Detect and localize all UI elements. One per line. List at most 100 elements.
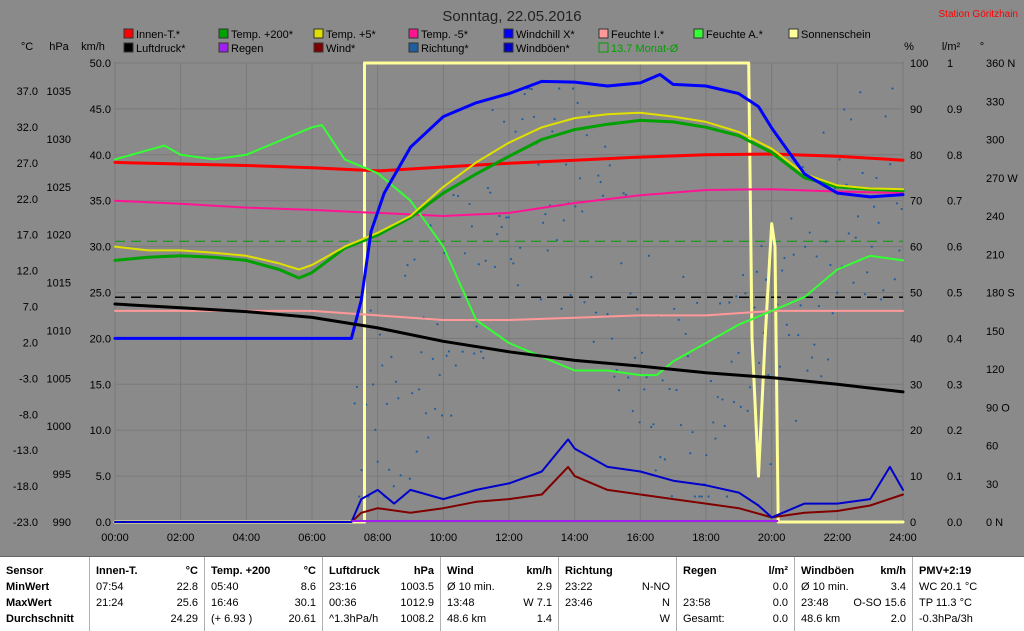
tick-lm2-5: 0.5 bbox=[947, 288, 962, 300]
direction-point bbox=[856, 215, 860, 218]
direction-point bbox=[509, 258, 513, 261]
direction-point bbox=[438, 373, 441, 377]
direction-point bbox=[450, 414, 453, 417]
stats-windboeen-column: Windböen km/h Ø 10 min. 3.4 23:48 O-SO 15.6… bbox=[795, 557, 913, 631]
tick-hpa-3: 1020 bbox=[47, 230, 71, 242]
direction-point bbox=[468, 202, 471, 206]
direction-point bbox=[608, 164, 611, 167]
direction-point bbox=[737, 351, 740, 354]
x-tick-10: 20:00 bbox=[758, 532, 786, 544]
direction-point bbox=[397, 397, 400, 400]
direction-point bbox=[799, 304, 802, 307]
direction-point bbox=[645, 376, 648, 379]
tick-lm2-7: 0.3 bbox=[947, 379, 962, 391]
stats-wind-unit: km/h bbox=[526, 565, 552, 577]
tick-pct-2: 80 bbox=[910, 150, 922, 162]
direction-point bbox=[790, 217, 793, 220]
direction-point bbox=[707, 495, 710, 498]
direction-point bbox=[633, 356, 637, 359]
legend-swatch-windboeen bbox=[503, 42, 514, 53]
direction-point bbox=[404, 274, 407, 277]
direction-point bbox=[810, 356, 814, 359]
direction-point bbox=[516, 284, 519, 287]
tick-deg-7: 150 bbox=[986, 326, 1004, 338]
direction-point bbox=[852, 281, 855, 284]
stats-regen-min-value: 0.0 bbox=[772, 581, 788, 593]
direction-point bbox=[732, 400, 736, 404]
direction-point bbox=[820, 375, 823, 378]
direction-point bbox=[475, 325, 478, 328]
tick-pct-0: 100 bbox=[910, 58, 928, 70]
direction-point bbox=[415, 450, 418, 453]
tick-hpa-6: 1005 bbox=[47, 373, 71, 385]
direction-point bbox=[677, 318, 680, 321]
tick-kmh-9: 5.0 bbox=[96, 471, 111, 483]
legend-swatch-luftdruck bbox=[123, 42, 134, 53]
tick-temp-11: -18.0 bbox=[13, 481, 38, 493]
tick-deg-0: 360 N bbox=[986, 58, 1015, 70]
direction-point bbox=[813, 343, 816, 346]
direction-point bbox=[381, 364, 384, 367]
legend-label-monat: 13.7 Monat-Ø bbox=[611, 43, 679, 55]
tick-pct-3: 70 bbox=[910, 196, 922, 208]
direction-point bbox=[875, 176, 878, 180]
stats-richtung-min-value: N-NO bbox=[641, 581, 670, 593]
direction-point bbox=[898, 249, 901, 252]
tick-kmh-1: 45.0 bbox=[90, 104, 111, 116]
stats-sensor-column: Sensor MinWert MaxWert Durchschnitt bbox=[0, 557, 90, 631]
stats-wind-max-value: W 7.1 bbox=[523, 597, 552, 609]
tick-pct-8: 20 bbox=[910, 425, 922, 437]
tick-hpa-0: 1035 bbox=[47, 86, 71, 98]
tick-lm2-1: 0.9 bbox=[947, 104, 962, 116]
tick-deg-4: 240 bbox=[986, 211, 1004, 223]
legend-label-windboeen: Windböen* bbox=[516, 43, 571, 55]
direction-point bbox=[670, 495, 673, 498]
direction-point bbox=[804, 245, 807, 248]
direction-point bbox=[689, 452, 692, 455]
stats-temp200-title: Temp. +200 bbox=[211, 565, 271, 577]
stats-windboeen-min-time: Ø 10 min. bbox=[801, 581, 849, 593]
chart-svg: Sonntag, 22.05.2016 Station Göritzhain Inn… bbox=[13, 8, 1018, 544]
stats-wind-min-time: Ø 10 min. bbox=[447, 581, 495, 593]
x-tick-0: 00:00 bbox=[101, 532, 129, 544]
series-line-sonne bbox=[113, 61, 905, 524]
direction-point bbox=[863, 293, 867, 296]
stats-wind-column: Wind km/h Ø 10 min. 2.9 13:48 W 7.1 48.6 km… bbox=[441, 557, 559, 631]
tick-deg-10: 60 bbox=[986, 441, 998, 453]
direction-point bbox=[627, 376, 630, 379]
direction-point bbox=[891, 87, 894, 90]
direction-point bbox=[479, 350, 483, 353]
tick-hpa-9: 990 bbox=[53, 517, 71, 529]
direction-point bbox=[565, 163, 568, 166]
direction-point bbox=[592, 340, 595, 344]
legend-label-luftdruck: Luftdruck* bbox=[136, 43, 186, 55]
axis-unit-deg: ° bbox=[980, 41, 984, 53]
tick-lm2-6: 0.4 bbox=[947, 333, 962, 345]
tick-kmh-3: 35.0 bbox=[90, 196, 111, 208]
direction-point bbox=[870, 245, 873, 248]
direction-point bbox=[850, 118, 853, 121]
x-tick-2: 04:00 bbox=[233, 532, 261, 544]
direction-point bbox=[746, 409, 749, 412]
direction-point bbox=[411, 392, 414, 395]
direction-point bbox=[417, 388, 421, 391]
stats-row-label-max: MaxWert bbox=[6, 597, 52, 609]
direction-point bbox=[725, 495, 729, 498]
direction-point bbox=[817, 304, 821, 308]
tick-hpa-1: 1030 bbox=[47, 134, 71, 146]
direction-point bbox=[447, 350, 451, 353]
direction-point bbox=[847, 232, 850, 235]
direction-point bbox=[882, 289, 885, 292]
stats-temp200-min-value: 8.6 bbox=[300, 581, 316, 593]
axis-unit-pct: % bbox=[904, 41, 914, 53]
direction-point bbox=[716, 395, 719, 399]
x-tick-9: 18:00 bbox=[692, 532, 720, 544]
direction-point bbox=[714, 437, 717, 440]
direction-point bbox=[661, 379, 664, 382]
stats-wind-max-time: 13:48 bbox=[447, 597, 475, 609]
tick-deg-8: 120 bbox=[986, 364, 1004, 376]
direction-point bbox=[728, 301, 731, 304]
tick-deg-3: 270 W bbox=[986, 173, 1018, 185]
legend-label-windchill: Windchill X* bbox=[516, 29, 575, 41]
axis-unit-lm2: l/m² bbox=[942, 41, 961, 53]
